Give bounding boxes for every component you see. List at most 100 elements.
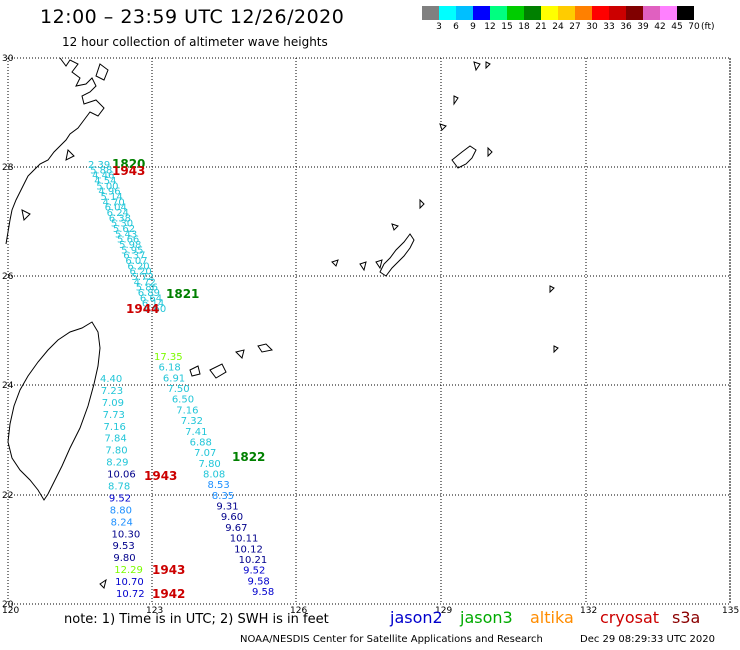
wave-height-value: 7.73 xyxy=(103,410,125,421)
wave-height-value: 9.80 xyxy=(113,553,135,564)
wave-height-value: 7.23 xyxy=(101,386,123,397)
color-swatch xyxy=(507,6,524,20)
wave-height-value: 4.46 xyxy=(92,171,114,182)
wave-height-value: 7.50 xyxy=(167,384,189,395)
color-scale-label: 70 xyxy=(688,22,700,32)
wave-height-value: 10.12 xyxy=(234,544,263,555)
wave-height-value: 8.29 xyxy=(106,458,128,469)
wave-height-value: 4.96 xyxy=(98,187,120,198)
pass-time-label: 1821 xyxy=(166,287,199,301)
color-scale-label: 15 xyxy=(501,22,513,32)
wave-height-value: 9.31 xyxy=(216,502,238,513)
color-swatch xyxy=(439,6,456,20)
x-axis-label: 126 xyxy=(290,606,307,616)
pass-time-label: 1942 xyxy=(152,587,185,601)
color-scale-label: 24 xyxy=(552,22,564,32)
wave-height-value: 6.20 xyxy=(127,261,149,272)
color-swatch xyxy=(490,6,507,20)
wave-height-value: 5.66 xyxy=(117,235,139,246)
wave-height-value: 6.64 xyxy=(140,293,162,304)
color-swatch xyxy=(422,6,439,20)
y-axis-label: 26 xyxy=(2,272,14,282)
wave-height-value: 7.16 xyxy=(176,405,198,416)
x-axis-label: 123 xyxy=(146,606,163,616)
wave-height-value: 12.29 xyxy=(114,565,143,576)
color-swatch xyxy=(558,6,575,20)
wave-height-value: 7.09 xyxy=(102,398,124,409)
color-swatch xyxy=(660,6,677,20)
color-swatch xyxy=(575,6,592,20)
wave-height-value: 17.35 xyxy=(154,352,183,363)
wave-height-value: 6.20 xyxy=(129,267,151,278)
china-coastline xyxy=(5,57,105,245)
altimeter-tracks: 2.395.884.464.545.004.965.144.706.046.24… xyxy=(88,160,274,600)
color-scale-label: 33 xyxy=(603,22,615,32)
wave-height-value: 8.08 xyxy=(203,470,225,481)
wave-height-value: 5.30 xyxy=(111,219,133,230)
satellite-legend-item: cryosat xyxy=(600,608,660,627)
wave-height-value: 10.70 xyxy=(115,577,144,588)
color-swatch xyxy=(643,6,660,20)
wave-height-value: 6.04 xyxy=(105,203,127,214)
wave-height-value: 5.98 xyxy=(119,240,141,251)
wave-height-value: 6.91 xyxy=(163,373,185,384)
timestamp-text: Dec 29 08:29:33 UTC 2020 xyxy=(580,634,715,645)
wave-height-value: 10.21 xyxy=(239,555,268,566)
x-axis-label: 135 xyxy=(722,606,739,616)
x-axis-label: 129 xyxy=(435,606,452,616)
wave-height-value: 6.88 xyxy=(190,437,212,448)
x-axis-label: 132 xyxy=(580,606,597,616)
axis-labels: 120 123 126 129 132 135 30 28 26 24 22 20 xyxy=(2,54,739,616)
wave-height-value: 7.41 xyxy=(185,427,207,438)
wave-height-value: 5.72 xyxy=(132,272,154,283)
pass-time-label: 1820 xyxy=(112,157,145,171)
wave-height-value: 9.60 xyxy=(221,512,243,523)
pass-time-label: 1943 xyxy=(144,469,177,483)
wave-height-value: 6.89 xyxy=(138,288,160,299)
wave-height-value: 8.35 xyxy=(212,491,234,502)
wave-height-value: 9.58 xyxy=(252,587,274,598)
coastlines xyxy=(5,57,559,589)
wave-height-value: 7.32 xyxy=(181,416,203,427)
wave-height-value: 6.38 xyxy=(109,213,131,224)
color-scale-unit: (ft) xyxy=(701,22,715,32)
color-scale-label: 6 xyxy=(453,22,459,32)
wave-height-value: 6.24 xyxy=(107,208,129,219)
wave-height-value: 8.78 xyxy=(108,482,130,493)
color-scale-label: 27 xyxy=(569,22,581,32)
color-scale-label: 9 xyxy=(470,22,476,32)
color-swatch xyxy=(473,6,490,20)
wave-height-value: 7.84 xyxy=(104,434,126,445)
color-scale-label: 45 xyxy=(671,22,683,32)
wave-height-value: 9.52 xyxy=(243,566,265,577)
wave-height-value: 6.14 xyxy=(142,299,164,310)
y-axis-label: 28 xyxy=(2,163,14,173)
wave-height-value: 9.52 xyxy=(109,493,131,504)
color-scale-label: 18 xyxy=(518,22,530,32)
color-scale-label: 12 xyxy=(484,22,496,32)
wave-height-value: 10.06 xyxy=(107,470,136,481)
amami-coastline xyxy=(451,145,477,169)
color-swatch xyxy=(677,6,694,20)
pass-time-label: 1822 xyxy=(232,450,265,464)
wave-height-value: 5.00 xyxy=(96,181,118,192)
wave-height-value: 6.60 xyxy=(144,304,166,315)
color-scale-label: 42 xyxy=(654,22,666,32)
wave-height-value: 2.39 xyxy=(88,160,110,171)
color-scale-label: 3 xyxy=(436,22,442,32)
wave-height-value: 7.80 xyxy=(105,446,127,457)
color-swatch xyxy=(524,6,541,20)
map-subtitle: 12 hour collection of altimeter wave hei… xyxy=(62,35,328,49)
wave-height-value: 8.80 xyxy=(110,505,132,516)
wave-height-value: 5.43 xyxy=(115,229,137,240)
wave-height-value: 7.80 xyxy=(199,459,221,470)
wave-height-value: 4.72 xyxy=(134,277,156,288)
satellite-legend-item: s3a xyxy=(672,608,701,627)
wave-height-value: 5.95 xyxy=(121,245,143,256)
credit-text: NOAA/NESDIS Center for Satellite Applica… xyxy=(240,634,543,645)
wave-height-value: 6.07 xyxy=(125,256,147,267)
wave-height-value: 7.16 xyxy=(104,422,126,433)
wave-height-value: 10.11 xyxy=(230,534,259,545)
